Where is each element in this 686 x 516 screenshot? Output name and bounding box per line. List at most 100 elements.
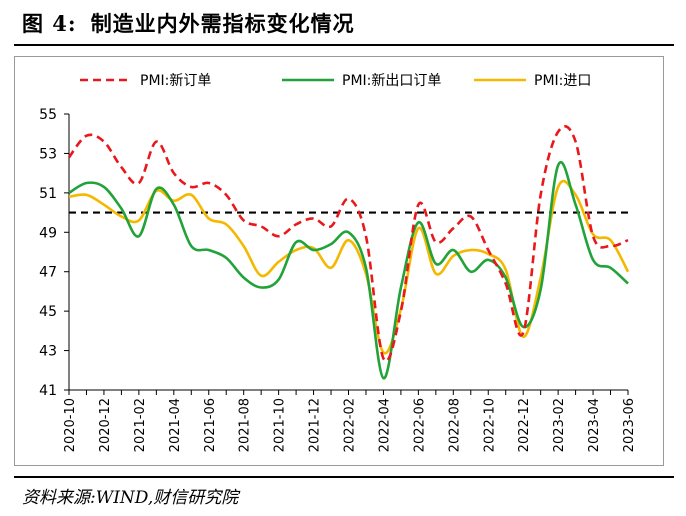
y-tick-label: 45 xyxy=(39,304,57,320)
y-tick-label: 47 xyxy=(39,265,57,281)
data-point xyxy=(85,194,87,196)
x-tick-label: 2022-02 xyxy=(343,398,358,452)
data-point xyxy=(225,194,227,196)
x-tick-label: 2023-06 xyxy=(622,398,637,452)
data-point xyxy=(557,186,559,188)
legend-label-1: PMI:新出口订单 xyxy=(342,73,441,89)
data-point xyxy=(435,241,437,243)
data-point xyxy=(609,267,611,269)
data-point xyxy=(242,276,244,278)
x-tick-label: 2021-12 xyxy=(308,398,323,452)
data-point xyxy=(242,245,244,247)
data-point xyxy=(330,267,332,269)
data-point xyxy=(120,166,122,168)
data-point xyxy=(103,140,105,142)
x-tick-label: 2020-10 xyxy=(63,398,78,452)
source-rule xyxy=(14,476,674,478)
figure-title-text: 制造业内外需指标变化情况 xyxy=(90,12,355,36)
data-point xyxy=(208,217,210,219)
figure-title: 图 4: 制造业内外需指标变化情况 xyxy=(22,6,355,42)
legend-label-0: PMI:新订单 xyxy=(140,73,211,89)
data-point xyxy=(592,235,594,237)
data-point xyxy=(539,194,541,196)
data-point xyxy=(312,249,314,251)
y-tick-label: 49 xyxy=(39,225,57,241)
data-point xyxy=(242,219,244,221)
data-point xyxy=(522,332,524,334)
data-point xyxy=(277,261,279,263)
data-point xyxy=(400,286,402,288)
data-point xyxy=(120,215,122,217)
x-tick-label: 2020-12 xyxy=(98,398,113,452)
data-point xyxy=(417,221,419,223)
x-tick-label: 2021-08 xyxy=(238,398,253,452)
data-point xyxy=(470,215,472,217)
series-line-0 xyxy=(67,125,629,363)
data-point xyxy=(539,288,541,290)
chart-frame xyxy=(14,56,664,466)
data-point xyxy=(138,219,140,221)
data-point xyxy=(382,357,384,359)
data-point xyxy=(138,182,140,184)
data-point xyxy=(190,245,192,247)
data-point xyxy=(574,140,576,142)
data-point xyxy=(382,377,384,379)
data-point xyxy=(574,203,576,205)
x-tick-label: 2021-02 xyxy=(133,398,148,452)
y-tick-label: 43 xyxy=(39,344,57,360)
x-tick-label: 2021-10 xyxy=(273,398,288,452)
data-point xyxy=(68,192,70,194)
data-point xyxy=(365,267,367,269)
data-point xyxy=(435,263,437,265)
x-tick-label: 2023-04 xyxy=(587,398,602,452)
data-point xyxy=(85,134,87,136)
data-point xyxy=(173,203,175,205)
pmi-line-chart: 41 43 45 47 49 51 53 55 2020-10 2020-12 2021-02 202… xyxy=(39,73,637,452)
data-point xyxy=(155,188,157,190)
data-point xyxy=(417,227,419,229)
data-point xyxy=(330,243,332,245)
data-point xyxy=(470,249,472,251)
data-point xyxy=(295,223,297,225)
data-point xyxy=(557,131,559,133)
data-point xyxy=(173,172,175,174)
data-point xyxy=(400,310,402,312)
data-point xyxy=(208,182,210,184)
data-point xyxy=(505,269,507,271)
data-point xyxy=(295,249,297,251)
data-point xyxy=(574,194,576,196)
data-point xyxy=(208,249,210,251)
data-point xyxy=(68,196,70,198)
data-point xyxy=(365,235,367,237)
series-line-1 xyxy=(68,161,629,380)
series-line-2 xyxy=(68,179,630,355)
data-point xyxy=(260,286,262,288)
data-point xyxy=(592,259,594,261)
y-tick-label: 55 xyxy=(39,107,57,123)
data-point xyxy=(347,239,349,241)
data-point xyxy=(487,259,489,261)
data-point xyxy=(505,282,507,284)
data-point xyxy=(452,255,454,257)
figure-title-prefix: 图 4: xyxy=(22,11,77,36)
data-point xyxy=(347,198,349,200)
data-point xyxy=(627,271,629,273)
data-point xyxy=(487,249,489,251)
x-tick-label: 2022-10 xyxy=(482,398,497,452)
y-tick-label: 51 xyxy=(39,186,57,202)
source-note: 资料来源:WIND,财信研究院 xyxy=(22,488,239,508)
data-point xyxy=(312,217,314,219)
data-point xyxy=(277,278,279,280)
data-point xyxy=(452,227,454,229)
data-point xyxy=(435,272,437,274)
data-point xyxy=(557,164,559,166)
y-tick-label: 53 xyxy=(39,146,57,162)
title-rule xyxy=(14,44,674,46)
data-point xyxy=(103,186,105,188)
data-point xyxy=(609,239,611,241)
data-point xyxy=(190,194,192,196)
data-point xyxy=(260,274,262,276)
x-tick-label: 2023-02 xyxy=(552,398,567,452)
data-point xyxy=(627,282,629,284)
x-tick-label: 2021-04 xyxy=(168,398,183,452)
